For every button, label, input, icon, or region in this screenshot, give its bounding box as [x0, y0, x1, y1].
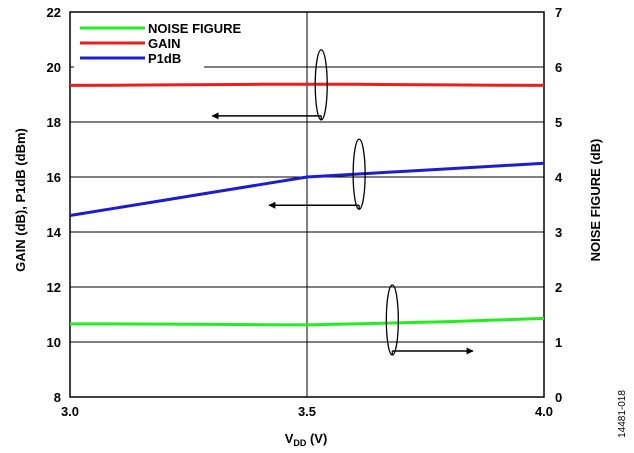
y-tick-label-right: 6	[555, 60, 562, 75]
y-tick-label-left: 18	[47, 115, 61, 130]
y-tick-label-right: 5	[555, 115, 562, 130]
y-tick-label-left: 12	[47, 280, 61, 295]
x-tick-label: 4.0	[535, 404, 553, 419]
y-tick-label-right: 2	[555, 280, 562, 295]
legend-label-noise-figure: NOISE FIGURE	[148, 21, 242, 36]
series-line-noise-figure	[70, 316, 545, 327]
legend-label-gain: GAIN	[148, 36, 181, 51]
y-tick-label-left: 10	[47, 335, 61, 350]
series-line-p1db	[69, 161, 545, 217]
y-tick-label-right: 3	[555, 225, 562, 240]
y-tick-label-left: 16	[47, 170, 61, 185]
y-tick-label-left: 14	[47, 225, 62, 240]
annotation-ellipse-noise-figure	[385, 284, 399, 356]
plot-frame	[69, 11, 545, 398]
y-tick-label-right: 1	[555, 335, 562, 350]
figure-id: 14481-018	[617, 390, 628, 438]
legend-label-p1db: P1dB	[148, 51, 181, 66]
y-axis-label-left: GAIN (dB), P1dB (dBm)	[13, 128, 28, 272]
y-tick-label-left: 20	[47, 60, 61, 75]
y-tick-label-left: 8	[54, 390, 61, 405]
annotations	[211, 49, 474, 356]
y-axis-label-right: NOISE FIGURE (dB)	[588, 139, 603, 262]
x-axis-label: VDD (V)	[285, 431, 328, 448]
y-tick-label-right: 4	[555, 170, 563, 185]
series-line-gain	[69, 82, 545, 87]
y-tick-label-right: 0	[555, 390, 562, 405]
y-tick-label-left: 22	[47, 5, 61, 20]
series-group	[69, 82, 545, 327]
x-tick-label: 3.5	[298, 404, 316, 419]
x-tick-label: 3.0	[61, 404, 79, 419]
y-tick-label-right: 7	[555, 5, 562, 20]
